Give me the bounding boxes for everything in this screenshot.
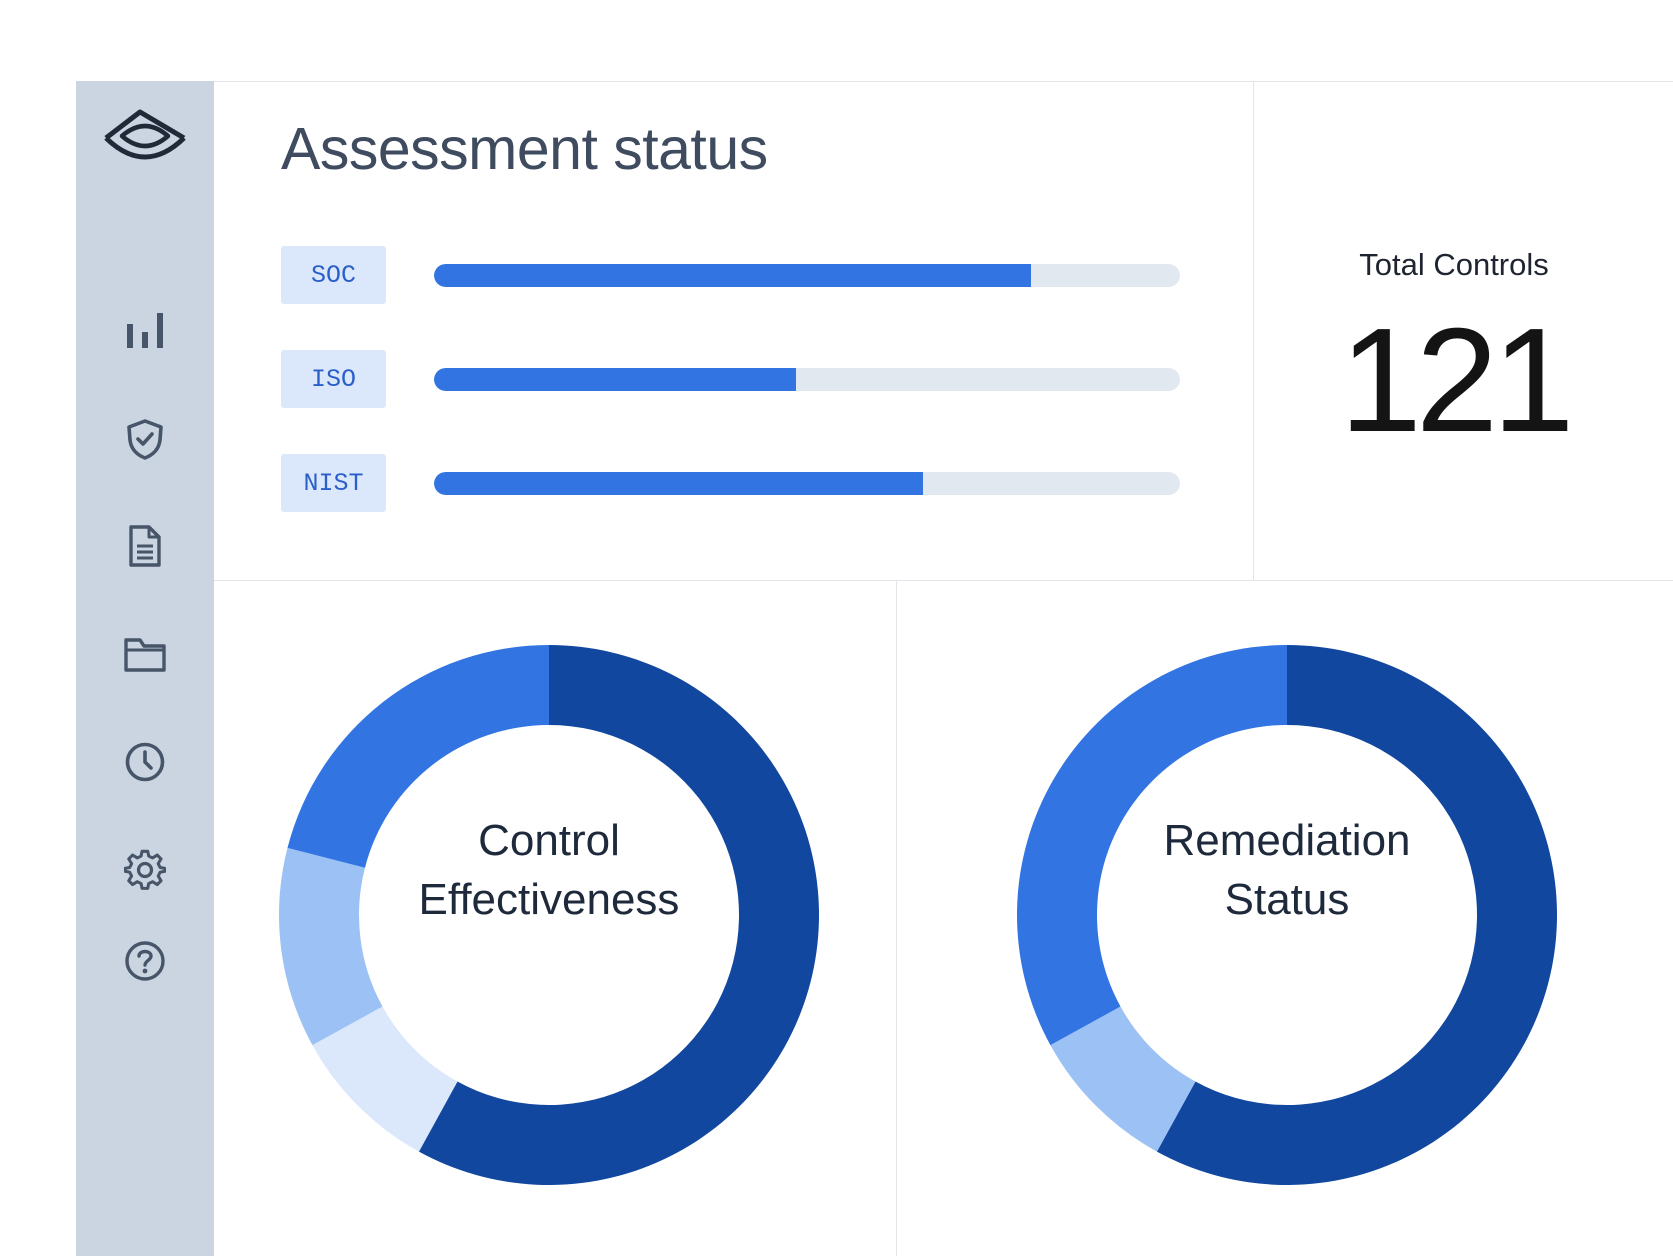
framework-row-iso: ISO (281, 350, 1241, 408)
progress-fill-iso (434, 368, 796, 391)
sidebar-item-files[interactable] (76, 632, 214, 678)
remediation-status-label: Remediation Status (1097, 811, 1477, 929)
control-effectiveness-donut (279, 645, 819, 1185)
framework-tag-iso[interactable]: ISO (281, 350, 386, 408)
control-effectiveness-panel: Control Effectiveness (214, 581, 897, 1256)
framework-row-soc: SOC (281, 246, 1241, 304)
sidebar-item-analytics[interactable] (76, 305, 214, 353)
progress-fill-nist (434, 472, 923, 495)
brand-logo-icon (76, 101, 214, 171)
dashboard: Assessment status SOC ISO NIST Total Con… (76, 81, 1673, 1256)
progress-track-nist (434, 472, 1180, 495)
sidebar-item-documents[interactable] (76, 522, 214, 570)
help-icon (125, 941, 165, 981)
shield-check-icon (127, 419, 163, 460)
gear-icon (124, 849, 166, 890)
donut-slice[interactable] (1156, 645, 1557, 1185)
framework-tag-soc[interactable]: SOC (281, 246, 386, 304)
donut-label-line: Status (1224, 875, 1350, 924)
control-effectiveness-label: Control Effectiveness (359, 811, 739, 929)
donut-label-line: Effectiveness (418, 875, 680, 924)
donut-label-line: Remediation (1163, 816, 1411, 865)
donut-slice[interactable] (279, 847, 383, 1046)
assessment-status-panel: Assessment status SOC ISO NIST (214, 82, 1254, 581)
sidebar-item-security[interactable] (76, 415, 214, 463)
sidebar-item-history[interactable] (76, 739, 214, 785)
donut-label-line: Control (478, 816, 620, 865)
clock-icon (125, 742, 165, 782)
total-controls-panel: Total Controls 121 (1254, 82, 1673, 581)
framework-tag-nist[interactable]: NIST (281, 454, 386, 512)
progress-track-iso (434, 368, 1180, 391)
remediation-status-panel: Remediation Status (897, 581, 1673, 1256)
total-controls-value: 121 (1339, 298, 1575, 463)
sidebar (76, 81, 214, 1256)
donut-slice[interactable] (418, 645, 819, 1185)
donut-slice[interactable] (1050, 1006, 1196, 1152)
total-controls-label: Total Controls (1359, 247, 1549, 282)
assessment-title: Assessment status (281, 116, 768, 182)
donut-slice[interactable] (287, 645, 549, 868)
donut-slice[interactable] (312, 1006, 458, 1152)
framework-row-nist: NIST (281, 454, 1241, 512)
folder-icon (124, 638, 166, 672)
donut-slice[interactable] (1017, 645, 1287, 1046)
progress-fill-soc (434, 264, 1031, 287)
bar-chart-icon (127, 313, 163, 348)
sidebar-item-settings[interactable] (76, 847, 214, 893)
document-icon (129, 525, 161, 567)
sidebar-item-help[interactable] (76, 938, 214, 984)
progress-track-soc (434, 264, 1180, 287)
remediation-status-donut (1017, 645, 1557, 1185)
